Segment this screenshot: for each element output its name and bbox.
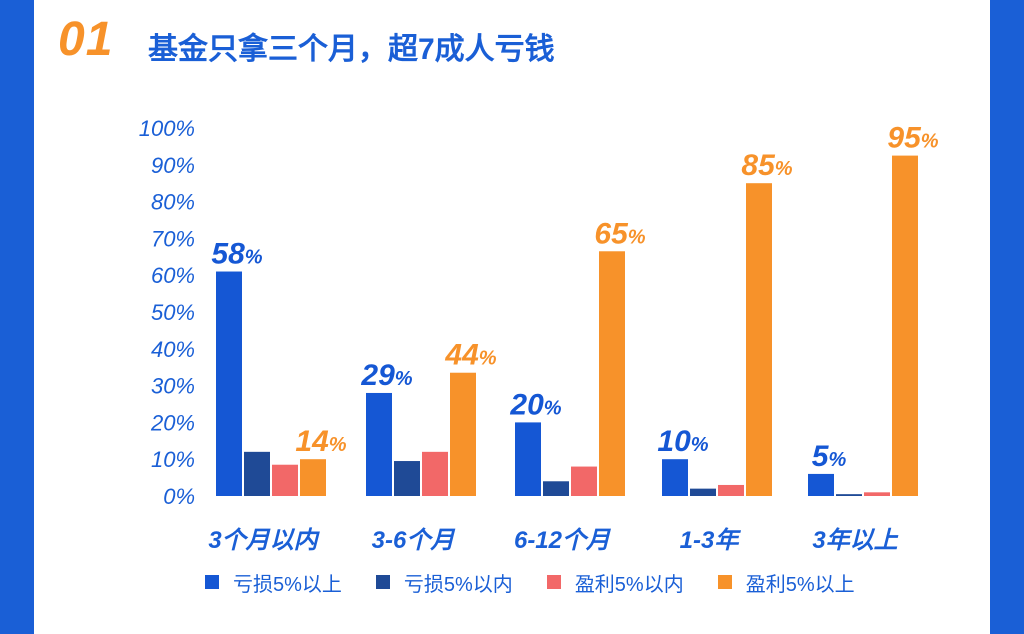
legend: 亏损5%以上 亏损5%以内 盈利5%以内 盈利5%以上 [205,568,889,596]
data-label: 65% [594,217,645,250]
x-axis: 3个月以内 3-6个月 6-12个月 1-3年 3年以上 [208,527,898,554]
bar [864,492,890,496]
data-label: 85% [741,149,792,182]
legend-label: 亏损5%以上 [233,573,342,596]
bar [892,155,918,496]
bar [422,451,448,496]
bar [836,494,862,496]
x-tick-label: 3年以上 [812,527,898,554]
legend-item: 盈利5%以上 [717,568,855,597]
legend-swatch [375,575,390,589]
y-axis: 0% 10% 20% 30% 40% 50% 60% 70% 80% 90% 100% [139,116,195,509]
data-labels: 58% 14% 29% 44% 20% 65% 10% 85% 5% 95% [211,122,938,473]
bar [244,451,270,496]
legend-item: 亏损5%以上 [205,568,342,597]
bar [515,422,541,496]
bar [571,466,597,496]
bars [216,155,918,496]
y-tick-label: 80% [151,190,195,215]
bar [746,183,772,496]
bar [808,473,834,496]
bar [272,464,298,496]
bar [450,372,476,496]
data-label: 20% [509,388,561,421]
y-tick-label: 0% [163,484,195,509]
y-tick-label: 50% [151,300,195,325]
legend-swatch [546,575,561,589]
bar [366,392,392,496]
y-tick-label: 60% [151,263,195,288]
y-tick-label: 30% [151,374,195,399]
y-tick-label: 90% [151,153,195,178]
legend-item: 亏损5%以内 [375,568,513,597]
y-tick-label: 20% [150,410,195,435]
y-tick-label: 100% [139,116,195,141]
title-number: 01 [58,13,114,66]
data-label: 29% [360,359,412,392]
y-tick-label: 70% [151,226,195,251]
legend-swatch [205,575,219,589]
bar [599,251,625,496]
data-label: 5% [812,440,847,473]
x-tick-label: 3-6个月 [372,527,456,554]
data-label: 10% [657,425,708,458]
legend-label: 盈利5%以内 [574,573,684,596]
bar [216,271,242,496]
data-label: 58% [211,238,262,271]
bar [394,461,420,496]
data-label: 14% [295,425,346,458]
legend-item: 盈利5%以内 [546,568,684,597]
bar [690,488,716,496]
x-tick-label: 6-12个月 [514,527,611,554]
chart-title: 基金只拿三个月，超7成人亏钱 [148,33,555,66]
y-tick-label: 10% [151,447,195,472]
data-label: 95% [887,122,938,155]
bar [543,481,569,496]
x-tick-label: 3个月以内 [208,527,320,554]
legend-label: 亏损5%以内 [403,573,513,596]
bar [300,459,326,496]
legend-swatch [717,575,732,589]
chart-card [34,0,990,634]
data-label: 44% [444,339,496,372]
legend-label: 盈利5%以上 [745,573,855,596]
bar [718,484,744,496]
x-tick-label: 1-3年 [680,527,742,554]
y-tick-label: 40% [151,337,195,362]
bar [662,459,688,496]
